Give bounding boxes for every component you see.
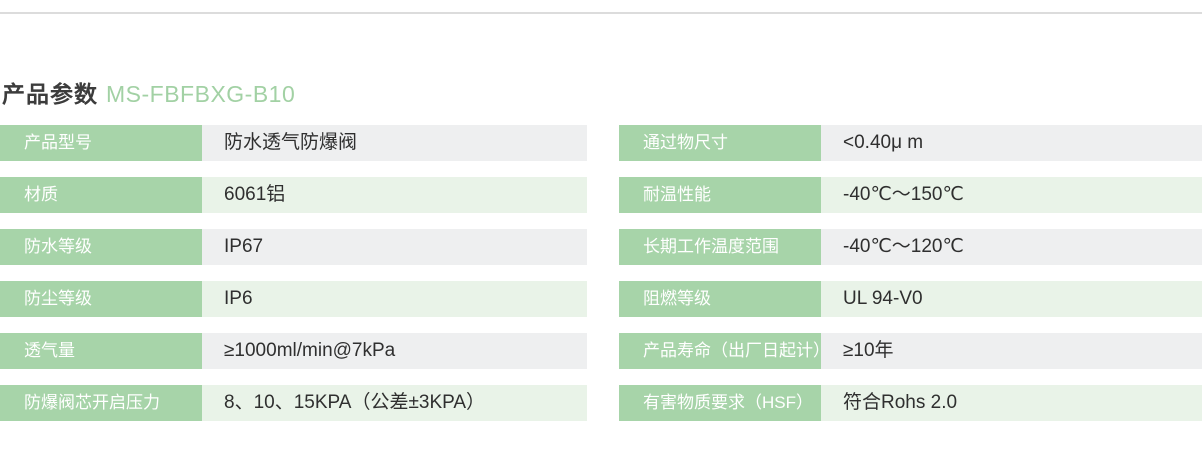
- spec-column-left: 产品型号 防水透气防爆阀 材质 6061铝 防水等级 IP67 防尘等级 IP6 透气量 ≥100…: [0, 125, 587, 437]
- spec-value: 符合Rohs 2.0: [821, 385, 1202, 421]
- spec-table: 产品型号 防水透气防爆阀 材质 6061铝 防水等级 IP67 防尘等级 IP6 透气量 ≥100…: [0, 125, 1202, 437]
- spec-row: 阻燃等级 UL 94-V0: [619, 281, 1202, 317]
- spec-value: ≥10年: [821, 333, 1202, 369]
- top-divider: [0, 12, 1202, 14]
- spec-row: 长期工作温度范围 -40℃～120℃: [619, 229, 1202, 265]
- spec-row: 防尘等级 IP6: [0, 281, 587, 317]
- spec-label: 材质: [0, 177, 202, 213]
- spec-label: 产品型号: [0, 125, 202, 161]
- spec-value: 防水透气防爆阀: [202, 125, 587, 161]
- spec-label: 通过物尺寸: [619, 125, 821, 161]
- spec-label: 透气量: [0, 333, 202, 369]
- spec-row: 产品寿命（出厂日起计） ≥10年: [619, 333, 1202, 369]
- spec-row: 防水等级 IP67: [0, 229, 587, 265]
- spec-label: 防尘等级: [0, 281, 202, 317]
- spec-row: 耐温性能 -40℃～150℃: [619, 177, 1202, 213]
- spec-label: 阻燃等级: [619, 281, 821, 317]
- spec-row: 有害物质要求（HSF） 符合Rohs 2.0: [619, 385, 1202, 421]
- spec-value: IP67: [202, 229, 587, 265]
- spec-label: 长期工作温度范围: [619, 229, 821, 265]
- spec-row: 防爆阀芯开启压力 8、10、15KPA（公差±3KPA）: [0, 385, 587, 421]
- section-heading: 产品参数 MS-FBFBXG-B10: [2, 81, 295, 107]
- spec-row: 产品型号 防水透气防爆阀: [0, 125, 587, 161]
- spec-value: -40℃～120℃: [821, 229, 1202, 265]
- page-title: 产品参数: [2, 81, 98, 107]
- spec-value: UL 94-V0: [821, 281, 1202, 317]
- spec-label: 有害物质要求（HSF）: [619, 385, 821, 421]
- spec-column-right: 通过物尺寸 <0.40μ m 耐温性能 -40℃～150℃ 长期工作温度范围 -40℃～1…: [619, 125, 1202, 437]
- spec-row: 透气量 ≥1000ml/min@7kPa: [0, 333, 587, 369]
- spec-label: 耐温性能: [619, 177, 821, 213]
- spec-row: 通过物尺寸 <0.40μ m: [619, 125, 1202, 161]
- spec-label: 防爆阀芯开启压力: [0, 385, 202, 421]
- spec-row: 材质 6061铝: [0, 177, 587, 213]
- spec-value: <0.40μ m: [821, 125, 1202, 161]
- spec-value: 6061铝: [202, 177, 587, 213]
- spec-value: IP6: [202, 281, 587, 317]
- product-model: MS-FBFBXG-B10: [106, 81, 296, 107]
- spec-value: ≥1000ml/min@7kPa: [202, 333, 587, 369]
- spec-label: 产品寿命（出厂日起计）: [619, 333, 821, 369]
- spec-value: 8、10、15KPA（公差±3KPA）: [202, 385, 587, 421]
- spec-value: -40℃～150℃: [821, 177, 1202, 213]
- spec-label: 防水等级: [0, 229, 202, 265]
